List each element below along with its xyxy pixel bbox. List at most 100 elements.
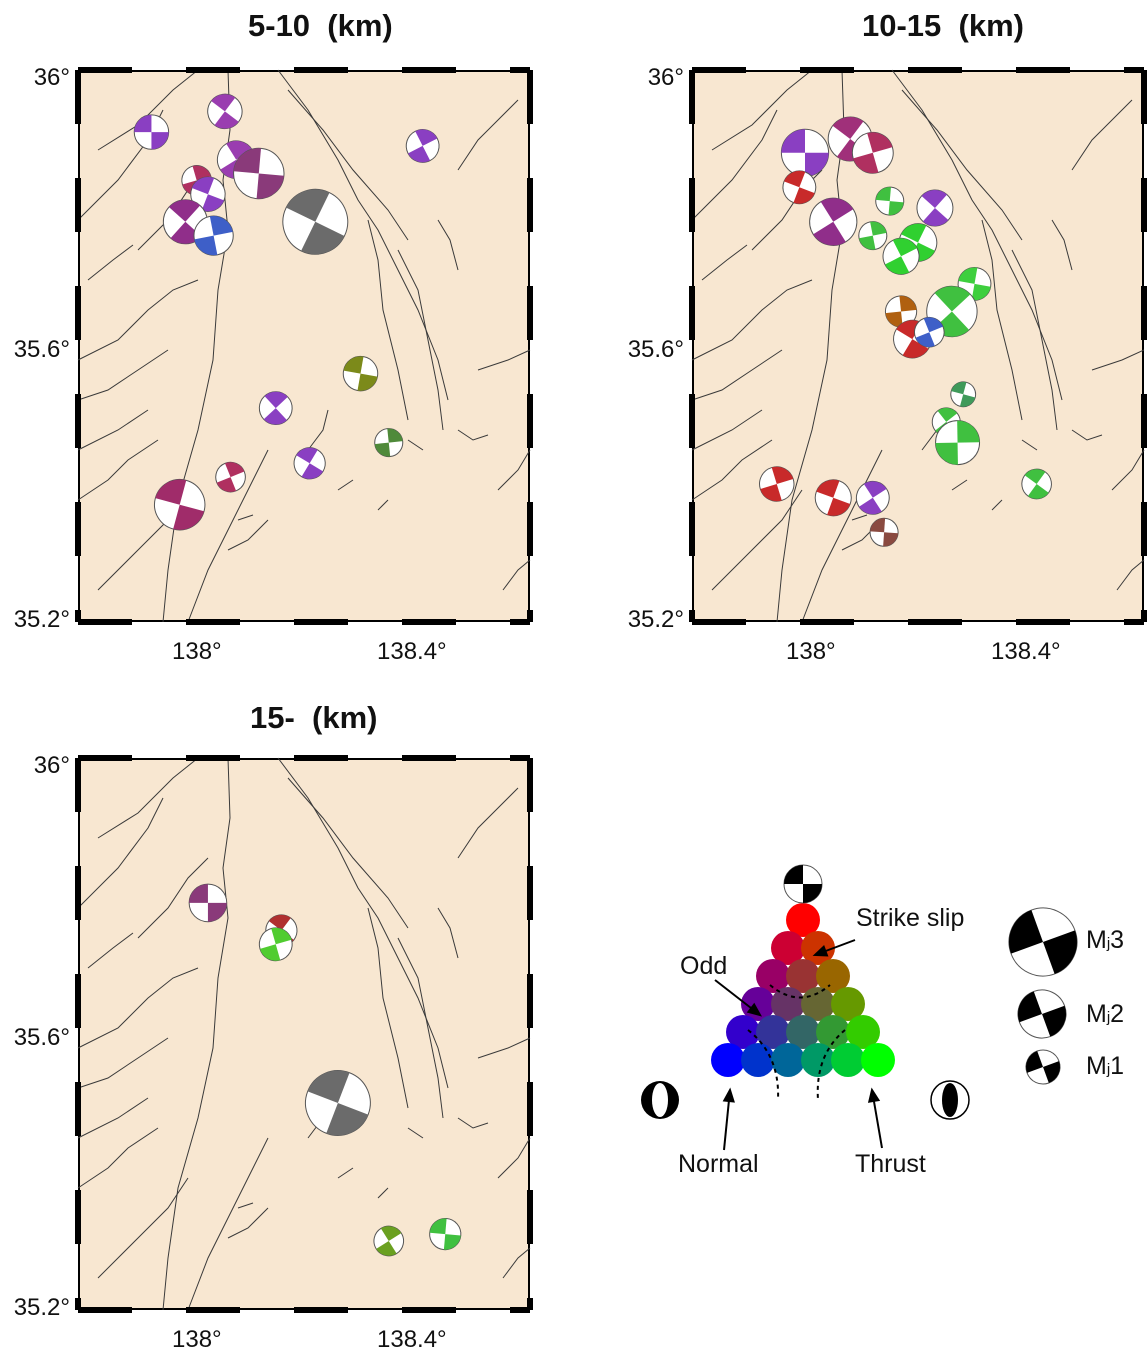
fault-trace (97, 1177, 189, 1279)
beachball-quadrant (233, 148, 261, 174)
beachball-quadrant (226, 140, 253, 160)
beachball-quadrant (885, 256, 910, 275)
mechanism-color-legend (711, 903, 895, 1101)
earthquake-focal-mechanism (851, 131, 894, 174)
fault-trace (187, 449, 269, 623)
beachball-quadrant (1009, 910, 1043, 954)
frame-tick (75, 286, 81, 340)
earthquake-focal-mechanism (884, 295, 918, 328)
beachball-quadrant (875, 187, 891, 202)
beachball-quadrant (268, 914, 291, 931)
frame-tick (510, 619, 530, 625)
earthquake-focal-mechanism (374, 428, 404, 458)
frame-tick (402, 67, 456, 73)
beachball-quadrant (832, 117, 864, 139)
legend-mj1-label: Mj1 (1086, 1052, 1125, 1080)
beachball-quadrant (1018, 991, 1042, 1023)
beachball-quadrant (286, 189, 330, 222)
fault-trace (497, 1137, 531, 1179)
fault-trace (97, 69, 199, 151)
beachball-quadrant (959, 394, 976, 407)
fault-trace (277, 757, 449, 1089)
beachball-quadrant (921, 190, 947, 208)
lat-label-36: 36° (33, 752, 70, 779)
frame-tick (78, 619, 132, 625)
lon-label-138-4: 138.4° (991, 638, 1061, 665)
legend-color-disc (786, 903, 820, 937)
fault-trace (77, 797, 164, 909)
frame-tick (294, 619, 348, 625)
frame-tick (75, 1082, 81, 1136)
magnitude-scale (1008, 907, 1078, 1085)
fault-trace (137, 857, 209, 939)
legend-color-disc (801, 1043, 835, 1077)
earthquake-focal-mechanism (373, 1225, 405, 1257)
beachball-quadrant (922, 208, 949, 226)
frame-tick (75, 394, 81, 448)
earthquake-focal-mechanism (809, 197, 858, 246)
fault-trace (457, 1117, 489, 1129)
legend-color-disc (756, 1015, 790, 1049)
map-panel-graphics (75, 755, 533, 1313)
earthquake-focal-mechanism (193, 215, 234, 256)
frame-tick (527, 502, 533, 556)
frame-tick (527, 1298, 533, 1310)
thrust-fault-icon (930, 1080, 970, 1120)
beachball-quadrant (859, 235, 876, 250)
fault-trace (227, 1207, 269, 1239)
beachball-quadrant (867, 132, 893, 153)
frame-tick (527, 178, 533, 232)
beachball-quadrant (915, 332, 935, 347)
panel-title-10-15: 10-15 (km) (862, 8, 1024, 43)
fault-trace (397, 249, 444, 431)
beachball-quadrant (784, 865, 803, 884)
frame-tick (1141, 286, 1147, 340)
beachball-quadrant (169, 199, 201, 222)
frame-tick (78, 755, 132, 761)
frame-tick (294, 67, 348, 73)
map-panel-15 (78, 758, 530, 1310)
frame-tick (1141, 610, 1147, 622)
panel-title-15: 15- (km) (250, 700, 378, 735)
fault-trace (1116, 559, 1145, 591)
legend-division-curve (769, 984, 831, 999)
earthquake-focal-mechanism (950, 381, 977, 408)
beachball-quadrant (443, 1234, 461, 1250)
frame-tick (527, 758, 533, 812)
fault-trace (1071, 99, 1133, 171)
beachball-quadrant (207, 902, 227, 922)
fault-trace (77, 1127, 159, 1189)
legend-color-disc (801, 931, 835, 965)
beachball-quadrant (902, 339, 929, 358)
fault-trace (77, 439, 159, 501)
beachball-quadrant (201, 194, 225, 212)
earthquake-focal-mechanism (1021, 468, 1052, 500)
panel-title-5-10: 5-10 (km) (248, 8, 393, 43)
fault-trace (502, 559, 531, 591)
frame-tick (294, 1307, 348, 1313)
frame-tick (908, 67, 962, 73)
beachball-quadrant (805, 152, 829, 177)
fault-trace (407, 439, 424, 451)
earthquake-focal-mechanism (258, 391, 293, 426)
beachball-quadrant (216, 477, 237, 492)
earthquake-focal-mechanism (133, 114, 170, 150)
beachball-quadrant (301, 221, 345, 255)
fault-trace (457, 99, 519, 171)
frame-tick (75, 1298, 81, 1310)
earthquake-focal-mechanism (882, 237, 920, 275)
map-panel-graphics (75, 67, 533, 625)
frame-tick (527, 286, 533, 340)
beachball-quadrant (951, 381, 967, 395)
frame-tick (402, 619, 456, 625)
beachball-quadrant (307, 1070, 350, 1103)
fault-trace (477, 1037, 531, 1059)
fault-trace (437, 219, 459, 271)
legend-color-disc (726, 1015, 760, 1049)
lon-label-138: 138° (172, 638, 222, 665)
fault-trace (367, 907, 409, 1109)
normal-fault-icon (641, 1081, 679, 1119)
fault-trace (1071, 429, 1103, 441)
frame-tick (527, 1190, 533, 1244)
